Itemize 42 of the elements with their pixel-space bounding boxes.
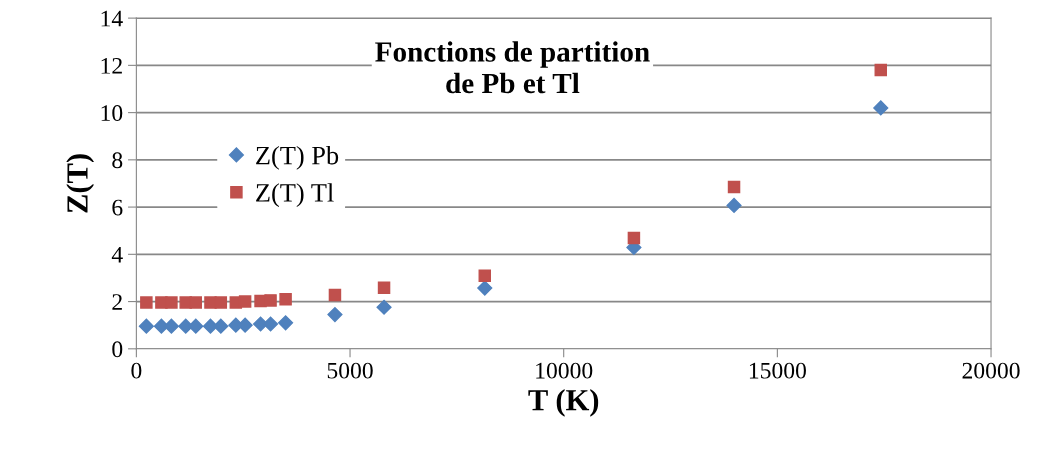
y-tick-label: 2 bbox=[112, 294, 122, 310]
y-tick-label: 0 bbox=[112, 341, 123, 358]
point bbox=[727, 180, 741, 194]
y-tick-label: 4 bbox=[111, 246, 123, 263]
y-tick-label: 6 bbox=[112, 199, 123, 216]
y-axis-title: Z(T) bbox=[66, 154, 95, 213]
point bbox=[327, 306, 343, 323]
point bbox=[874, 63, 888, 77]
point bbox=[726, 197, 742, 214]
y-tick-label: 8 bbox=[112, 152, 123, 169]
point bbox=[873, 100, 889, 116]
point bbox=[477, 280, 493, 296]
point bbox=[278, 315, 294, 331]
legend-label: Z(T) Tl bbox=[256, 183, 334, 208]
point bbox=[376, 299, 392, 315]
point bbox=[165, 296, 178, 309]
point bbox=[138, 318, 154, 334]
y-tick-label: 14 bbox=[101, 10, 123, 27]
legend-label: Z(T) Pb bbox=[256, 145, 339, 170]
point bbox=[214, 296, 228, 309]
y-tick-label: 10 bbox=[101, 105, 123, 122]
point bbox=[264, 294, 277, 307]
point bbox=[189, 296, 203, 309]
point bbox=[204, 296, 217, 309]
point bbox=[328, 288, 342, 302]
point bbox=[478, 269, 492, 283]
x-tick-label: 5000 bbox=[327, 362, 373, 379]
point bbox=[179, 296, 192, 309]
point bbox=[140, 296, 153, 309]
x-tick-label: 10000 bbox=[536, 362, 593, 379]
point bbox=[188, 318, 204, 334]
point bbox=[213, 318, 229, 334]
y-tick-label: 12 bbox=[101, 57, 122, 74]
point bbox=[377, 281, 391, 295]
x-axis-title: T (K) bbox=[528, 388, 599, 417]
x-tick-label: 0 bbox=[131, 362, 142, 379]
x-tick-label: 15000 bbox=[749, 362, 806, 379]
text: Fonctions de partition de Pb et Tl bbox=[375, 41, 650, 94]
point bbox=[627, 231, 641, 245]
point bbox=[279, 292, 292, 306]
x-tick-label: 20000 bbox=[962, 362, 1020, 379]
point bbox=[238, 295, 252, 308]
